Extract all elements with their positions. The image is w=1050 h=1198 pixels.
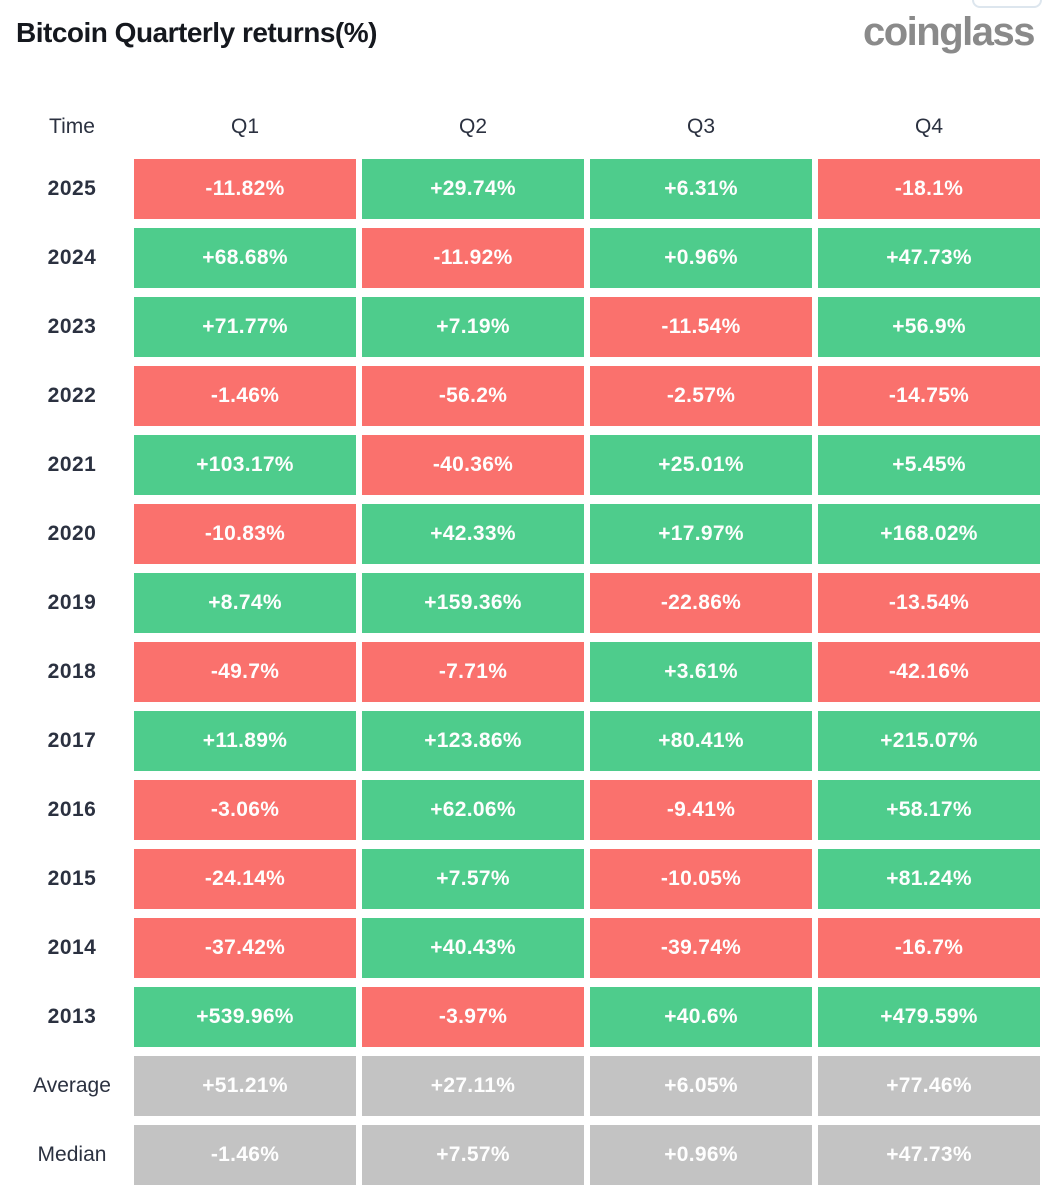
return-cell: +80.41% (590, 711, 812, 771)
row-label-2021: 2021 (47, 453, 97, 476)
partial-button-outline[interactable] (972, 0, 1042, 8)
return-cell: +0.96% (590, 1125, 812, 1185)
return-cell: +7.57% (362, 849, 584, 909)
return-cell: +17.97% (590, 504, 812, 564)
return-cell: +7.57% (362, 1125, 584, 1185)
return-cell: +215.07% (818, 711, 1040, 771)
return-cell: -10.05% (590, 849, 812, 909)
return-cell: -56.2% (362, 366, 584, 426)
return-cell: -11.82% (134, 159, 356, 219)
column-header-q2: Q2 (458, 115, 487, 138)
row-label-2023: 2023 (47, 315, 97, 338)
return-cell: +40.43% (362, 918, 584, 978)
row-label-2014: 2014 (47, 936, 97, 959)
row-label-median: Median (37, 1143, 107, 1166)
return-cell: +62.06% (362, 780, 584, 840)
return-cell: +47.73% (818, 1125, 1040, 1185)
return-cell: +7.19% (362, 297, 584, 357)
return-cell: -37.42% (134, 918, 356, 978)
return-cell: +123.86% (362, 711, 584, 771)
return-cell: -1.46% (134, 1125, 356, 1185)
column-header-time: Time (49, 115, 95, 138)
return-cell: -11.92% (362, 228, 584, 288)
return-cell: +51.21% (134, 1056, 356, 1116)
return-cell: -39.74% (590, 918, 812, 978)
return-cell: +58.17% (818, 780, 1040, 840)
return-cell: -10.83% (134, 504, 356, 564)
return-cell: +71.77% (134, 297, 356, 357)
return-cell: +56.9% (818, 297, 1040, 357)
quarterly-returns-table: Time Q1 Q2 Q3 Q4 2025 -11.82% +29.74% +6.31% -18.… (16, 104, 1040, 1185)
return-cell: -16.7% (818, 918, 1040, 978)
return-cell: +479.59% (818, 987, 1040, 1047)
return-cell: +8.74% (134, 573, 356, 633)
return-cell: +539.96% (134, 987, 356, 1047)
return-cell: +42.33% (362, 504, 584, 564)
return-cell: +77.46% (818, 1056, 1040, 1116)
return-cell: -13.54% (818, 573, 1040, 633)
row-label-2022: 2022 (47, 384, 97, 407)
return-cell: -3.06% (134, 780, 356, 840)
return-cell: +29.74% (362, 159, 584, 219)
row-label-2024: 2024 (47, 246, 97, 269)
row-label-average: Average (33, 1074, 111, 1097)
return-cell: -2.57% (590, 366, 812, 426)
return-cell: +168.02% (818, 504, 1040, 564)
return-cell: +6.31% (590, 159, 812, 219)
return-cell: -1.46% (134, 366, 356, 426)
return-cell: -24.14% (134, 849, 356, 909)
return-cell: +40.6% (590, 987, 812, 1047)
return-cell: -7.71% (362, 642, 584, 702)
row-label-2025: 2025 (47, 177, 97, 200)
return-cell: -11.54% (590, 297, 812, 357)
return-cell: +159.36% (362, 573, 584, 633)
return-cell: +103.17% (134, 435, 356, 495)
return-cell: +11.89% (134, 711, 356, 771)
return-cell: +47.73% (818, 228, 1040, 288)
row-label-2017: 2017 (47, 729, 97, 752)
return-cell: -18.1% (818, 159, 1040, 219)
return-cell: +27.11% (362, 1056, 584, 1116)
coinglass-logo: coinglass (862, 10, 1036, 54)
return-cell: +5.45% (818, 435, 1040, 495)
return-cell: -9.41% (590, 780, 812, 840)
return-cell: +0.96% (590, 228, 812, 288)
return-cell: -42.16% (818, 642, 1040, 702)
column-header-q4: Q4 (914, 115, 943, 138)
return-cell: -49.7% (134, 642, 356, 702)
row-label-2018: 2018 (47, 660, 97, 683)
return-cell: +3.61% (590, 642, 812, 702)
row-label-2019: 2019 (47, 591, 97, 614)
return-cell: -22.86% (590, 573, 812, 633)
return-cell: +25.01% (590, 435, 812, 495)
row-label-2013: 2013 (47, 1005, 97, 1028)
return-cell: -3.97% (362, 987, 584, 1047)
return-cell: -40.36% (362, 435, 584, 495)
column-header-q3: Q3 (686, 115, 715, 138)
row-label-2016: 2016 (47, 798, 97, 821)
return-cell: +68.68% (134, 228, 356, 288)
return-cell: +81.24% (818, 849, 1040, 909)
return-cell: +6.05% (590, 1056, 812, 1116)
row-label-2015: 2015 (47, 867, 97, 890)
row-label-2020: 2020 (47, 522, 97, 545)
page-title: Bitcoin Quarterly returns(%) (16, 17, 377, 48)
column-header-q1: Q1 (230, 115, 259, 138)
return-cell: -14.75% (818, 366, 1040, 426)
topbar: Bitcoin Quarterly returns(%) coinglass (16, 0, 1042, 64)
